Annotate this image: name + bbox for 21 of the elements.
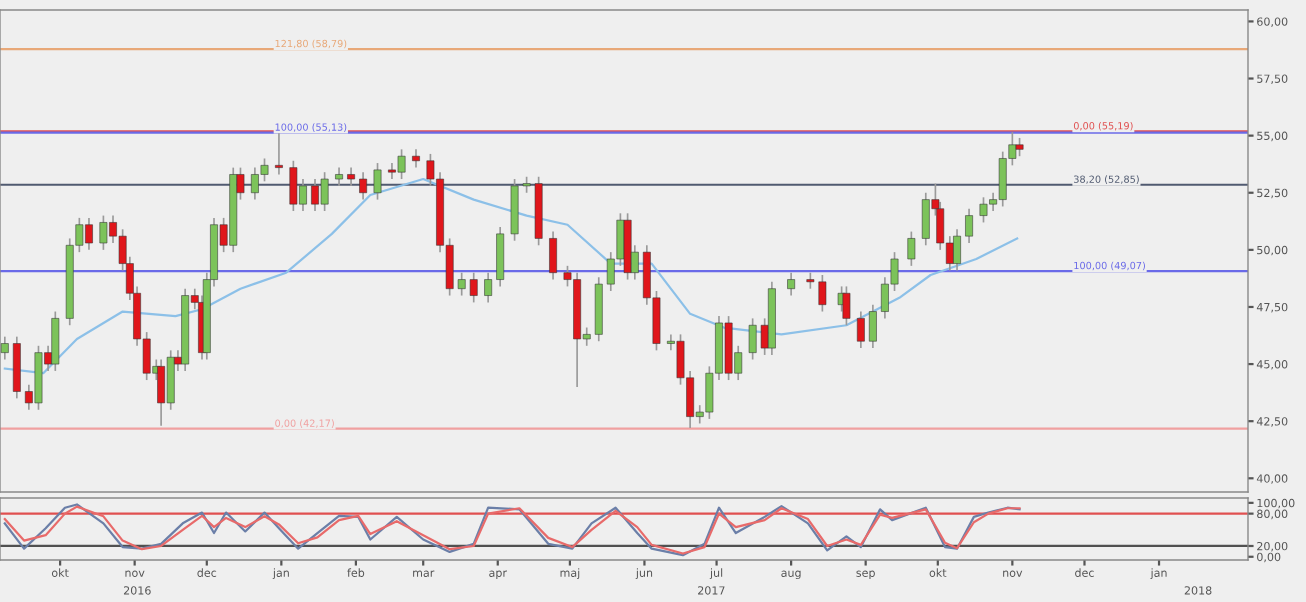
candlestick xyxy=(412,148,420,169)
candlestick xyxy=(373,162,382,201)
candlestick xyxy=(953,228,961,272)
candlestick xyxy=(787,271,796,297)
candlestick xyxy=(965,207,973,244)
candlestick xyxy=(1015,137,1024,158)
candlestick xyxy=(856,310,865,349)
candlestick xyxy=(907,230,916,267)
candlestick xyxy=(347,166,355,187)
candlestick xyxy=(275,132,283,176)
candlestick xyxy=(549,230,557,281)
candlestick xyxy=(359,171,367,201)
candlestick xyxy=(842,285,851,327)
candlestick xyxy=(0,335,9,361)
candlestick xyxy=(484,271,493,304)
candlestick xyxy=(12,335,21,400)
candlestick xyxy=(335,166,343,187)
candlestick xyxy=(51,310,60,372)
line-series xyxy=(3,177,1019,375)
candlestick xyxy=(868,303,877,349)
candlestick xyxy=(496,226,505,288)
